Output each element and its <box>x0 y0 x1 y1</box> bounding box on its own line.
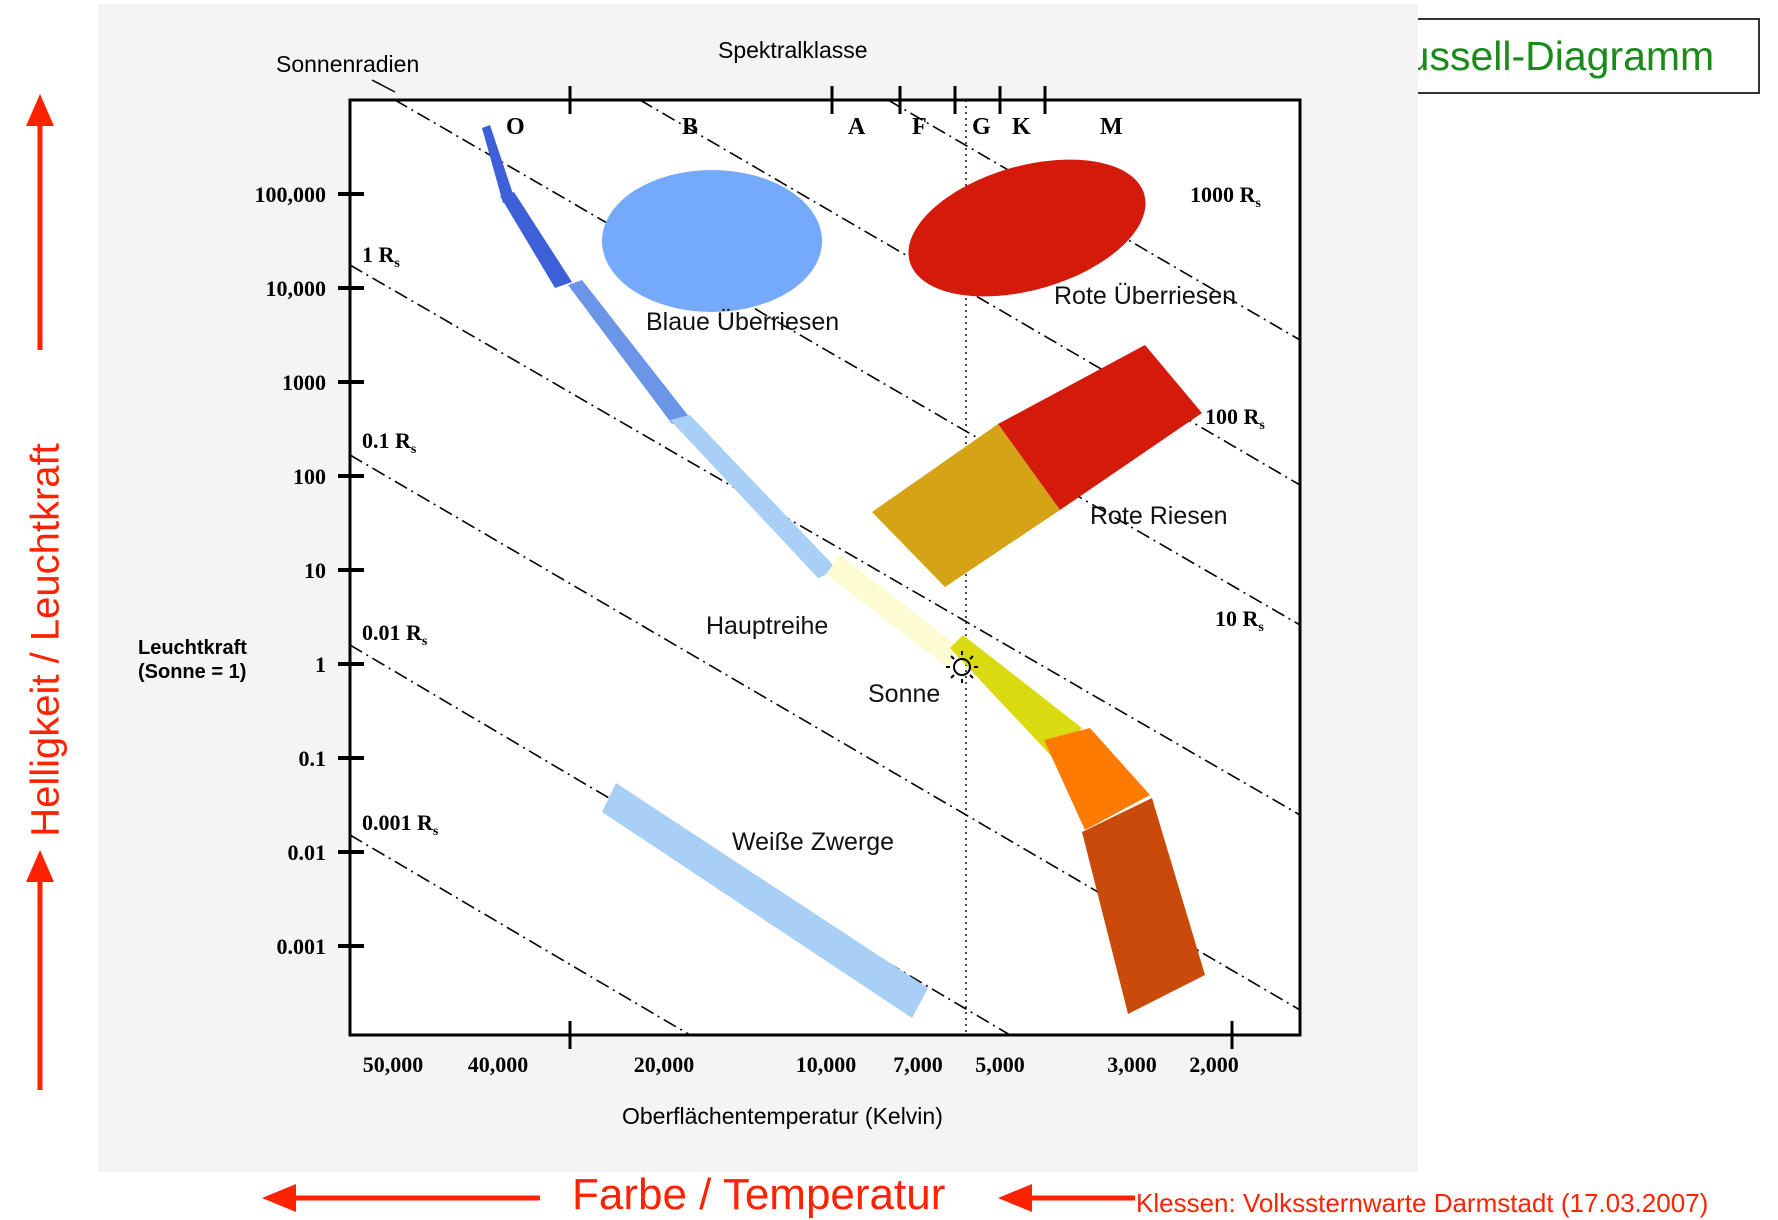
y-tick-label: 1000 <box>282 370 326 395</box>
x-tick-label: 3,000 <box>1107 1052 1157 1077</box>
y-tick-label: 1 <box>315 652 326 677</box>
white-dwarfs-region <box>602 783 928 1018</box>
luminosity-arrowhead-lower <box>26 850 54 882</box>
spectral-ticks <box>568 86 1047 114</box>
radius-axis-title: Sonnenradien <box>276 51 419 77</box>
x-tick-label: 50,000 <box>363 1052 424 1077</box>
label-white-dwarfs: Weiße Zwerge <box>732 828 894 856</box>
radius-labels: 0.001 Rs 0.01 Rs 0.1 Rs 1 Rs 10 Rs 100 R… <box>362 182 1265 839</box>
label-sun: Sonne <box>868 680 940 708</box>
x-ticks <box>568 1021 1234 1049</box>
spectral-class-label: K <box>1012 114 1031 140</box>
red-giants-red-region <box>998 345 1202 510</box>
x-tick-label: 40,000 <box>468 1052 529 1077</box>
source-credit: Klessen: Volkssternwarte Darmstadt (17.0… <box>1136 1188 1709 1218</box>
main-sequence-g-k <box>950 635 1082 760</box>
radius-label-001: 0.01 Rs <box>362 620 428 649</box>
x-tick-label: 20,000 <box>634 1052 695 1077</box>
luminosity-arrows <box>26 94 54 1090</box>
spectral-class-label: O <box>506 114 525 140</box>
radius-axis-pointer <box>371 79 396 93</box>
y-tick-marks <box>338 192 364 948</box>
y-tick-label: 100,000 <box>255 182 327 207</box>
radius-label-1: 1 Rs <box>362 242 400 271</box>
radius-line-1 <box>349 264 1301 816</box>
x-axis-title: Oberflächentemperatur (Kelvin) <box>622 1103 943 1129</box>
radius-line-0001 <box>349 834 691 1036</box>
temperature-arrows <box>262 1184 1135 1212</box>
blue-supergiants-region <box>602 170 822 312</box>
y-tick-label: 0.01 <box>288 840 327 865</box>
x-tick-label: 5,000 <box>975 1052 1025 1077</box>
main-sequence-m <box>1082 798 1205 1014</box>
y-tick-label: 10 <box>304 558 326 583</box>
x-tick-labels: 50,000 40,000 20,000 10,000 7,000 5,000 … <box>363 1052 1239 1077</box>
label-red-supergiants: Rote Überriesen <box>1054 282 1236 310</box>
red-giants-yellow-region <box>872 424 1060 587</box>
y-axis-title-line2: (Sonne = 1) <box>138 661 246 683</box>
main-sequence-o-top <box>482 125 515 203</box>
plot-frame <box>348 98 1302 1037</box>
spectral-class-labels: O B A F G K M <box>506 114 1123 140</box>
label-blue-supergiants: Blaue Überriesen <box>646 308 839 336</box>
top-axis-title: Spektralklasse <box>718 37 868 63</box>
main-sequence-b <box>568 280 690 424</box>
main-sequence-a <box>670 415 838 578</box>
x-tick-label: 2,000 <box>1189 1052 1239 1077</box>
radius-line-1000 <box>394 99 1301 626</box>
main-sequence-o <box>500 192 572 288</box>
label-main-sequence: Hauptreihe <box>706 612 828 640</box>
spectral-class-label: F <box>912 114 927 140</box>
horizontal-axis-caption: Farbe / Temperatur <box>572 1170 946 1219</box>
y-tick-labels: 100,000 10,000 1000 100 10 1 0.1 0.01 0.… <box>255 182 327 959</box>
spectral-class-label: B <box>682 114 698 140</box>
x-tick-label: 10,000 <box>796 1052 857 1077</box>
temperature-arrowhead-right <box>998 1184 1032 1212</box>
y-tick-label: 0.001 <box>277 934 327 959</box>
radius-label-10: 10 Rs <box>1215 606 1264 635</box>
radius-label-0001: 0.001 Rs <box>362 810 439 839</box>
region-labels: Blaue Überriesen Rote Überriesen Rote Ri… <box>646 282 1236 856</box>
y-tick-label: 0.1 <box>299 746 327 771</box>
radius-label-1000: 1000 Rs <box>1190 182 1261 211</box>
red-supergiants-region <box>908 159 1146 297</box>
sun-symbol <box>946 651 978 683</box>
spectral-class-label: M <box>1100 114 1123 140</box>
radius-label-100: 100 Rs <box>1205 404 1265 433</box>
y-tick-label: 100 <box>293 464 326 489</box>
y-axis-title-line1: Leuchtkraft <box>138 637 247 659</box>
radius-label-01: 0.1 Rs <box>362 428 417 457</box>
main-sequence-k-m <box>1044 728 1150 830</box>
label-red-giants: Rote Riesen <box>1090 502 1228 530</box>
x-tick-label: 7,000 <box>893 1052 943 1077</box>
spectral-class-label: G <box>972 114 991 140</box>
y-tick-label: 10,000 <box>266 276 327 301</box>
luminosity-arrowhead-upper <box>26 94 54 126</box>
temperature-arrowhead-left <box>262 1184 296 1212</box>
main-sequence-f <box>826 555 960 668</box>
spectral-class-label: A <box>848 114 866 140</box>
